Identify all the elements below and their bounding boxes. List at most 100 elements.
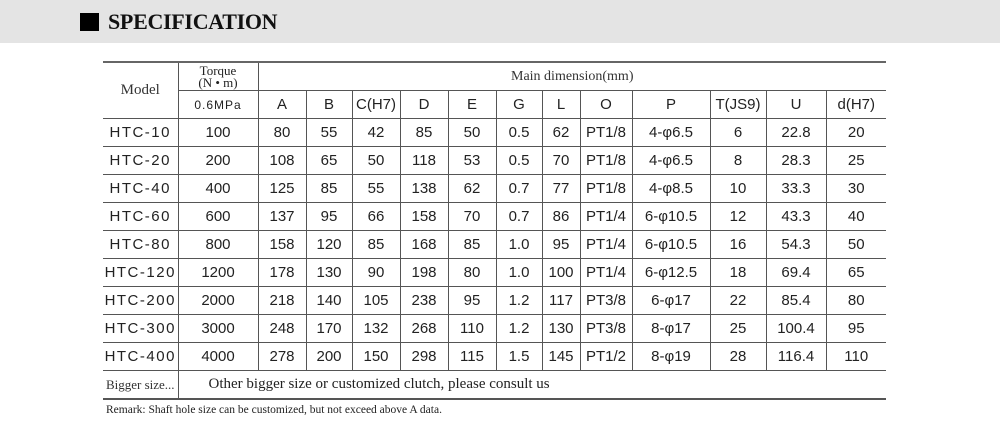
value-cell: 137 — [257, 202, 307, 231]
remark-text: Remark: Shaft hole size can be customize… — [106, 404, 442, 416]
value-cell: 4-φ6.5 — [631, 118, 711, 147]
column-header: G — [495, 90, 543, 119]
value-cell: 600 — [177, 202, 259, 231]
specification-table: Model Torque (N • m) Main dimension(mm) 0… — [103, 61, 886, 400]
model-cell: HTC-40 — [103, 174, 179, 203]
value-cell: 50 — [447, 118, 497, 147]
value-cell: 50 — [825, 230, 886, 259]
value-cell: 6-φ10.5 — [631, 202, 711, 231]
value-cell: 110 — [825, 342, 886, 371]
column-header: E — [447, 90, 497, 119]
value-cell: 70 — [541, 146, 581, 175]
column-header: L — [541, 90, 581, 119]
value-cell: 0.5 — [495, 146, 543, 175]
value-cell: PT1/8 — [579, 118, 633, 147]
value-cell: 65 — [305, 146, 353, 175]
header-band: SPECIFICATION — [0, 0, 1000, 43]
column-header: A — [257, 90, 307, 119]
value-cell: 62 — [541, 118, 581, 147]
model-cell: HTC-60 — [103, 202, 179, 231]
model-cell: HTC-10 — [103, 118, 179, 147]
value-cell: 95 — [305, 202, 353, 231]
value-cell: 10 — [709, 174, 767, 203]
value-cell: 25 — [709, 314, 767, 343]
column-header: U — [765, 90, 827, 119]
value-cell: 100 — [177, 118, 259, 147]
value-cell: 1.5 — [495, 342, 543, 371]
pressure-header: 0.6MPa — [178, 90, 259, 119]
black-square-icon — [80, 13, 99, 31]
value-cell: 1.2 — [495, 314, 543, 343]
column-header: d(H7) — [825, 90, 886, 119]
value-cell: 145 — [541, 342, 581, 371]
value-cell: 22 — [709, 286, 767, 315]
main-dimension-header: Main dimension(mm) — [257, 61, 886, 91]
value-cell: 298 — [399, 342, 449, 371]
value-cell: 110 — [447, 314, 497, 343]
column-header: O — [579, 90, 633, 119]
value-cell: 40 — [825, 202, 886, 231]
value-cell: 168 — [399, 230, 449, 259]
value-cell: 278 — [257, 342, 307, 371]
value-cell: 70 — [447, 202, 497, 231]
value-cell: 80 — [825, 286, 886, 315]
value-cell: 158 — [257, 230, 307, 259]
value-cell: 1200 — [177, 258, 259, 287]
value-cell: 6 — [709, 118, 767, 147]
value-cell: 140 — [305, 286, 353, 315]
page-title: SPECIFICATION — [108, 9, 278, 34]
value-cell: 42 — [351, 118, 401, 147]
value-cell: 55 — [351, 174, 401, 203]
value-cell: 86 — [541, 202, 581, 231]
value-cell: 6-φ10.5 — [631, 230, 711, 259]
value-cell: 1.0 — [495, 258, 543, 287]
value-cell: PT1/8 — [579, 146, 633, 175]
value-cell: 248 — [257, 314, 307, 343]
model-cell: HTC-200 — [103, 286, 179, 315]
torque-header: Torque (N • m) — [177, 61, 259, 91]
table-row: HTC-10 100 80 55 42 85 50 0.5 62 PT1/8 4-φ6.5 6 22.8… — [103, 118, 886, 147]
value-cell: 69.4 — [765, 258, 827, 287]
value-cell: 170 — [305, 314, 353, 343]
value-cell: 85 — [351, 230, 401, 259]
value-cell: 138 — [399, 174, 449, 203]
table-row: HTC-80 800 158 120 85 168 85 1.0 95 PT1/4 6-φ10.5 1… — [103, 230, 886, 259]
value-cell: 8 — [709, 146, 767, 175]
value-cell: 30 — [825, 174, 886, 203]
model-cell: HTC-300 — [103, 314, 179, 343]
value-cell: PT1/4 — [579, 258, 633, 287]
value-cell: PT3/8 — [579, 314, 633, 343]
value-cell: 85 — [399, 118, 449, 147]
bigger-size-label: Bigger size... — [103, 370, 179, 400]
model-cell: HTC-20 — [103, 146, 179, 175]
value-cell: 1.2 — [495, 286, 543, 315]
value-cell: 80 — [447, 258, 497, 287]
value-cell: PT1/4 — [579, 202, 633, 231]
value-cell: 132 — [351, 314, 401, 343]
value-cell: 0.7 — [495, 174, 543, 203]
value-cell: 16 — [709, 230, 767, 259]
value-cell: 95 — [541, 230, 581, 259]
table-row: HTC-20 200 108 65 50 118 53 0.5 70 PT1/8 4-φ6.5 8 28… — [103, 146, 886, 175]
table-row: HTC-400 4000 278 200 150 298 115 1.5 145 PT1/2 8-φ… — [103, 342, 886, 371]
value-cell: 200 — [305, 342, 353, 371]
value-cell: 95 — [447, 286, 497, 315]
table-row: HTC-300 3000 248 170 132 268 110 1.2 130 PT3/8 8-φ… — [103, 314, 886, 343]
value-cell: 77 — [541, 174, 581, 203]
value-cell: 150 — [351, 342, 401, 371]
value-cell: 116.4 — [765, 342, 827, 371]
column-header: P — [631, 90, 711, 119]
value-cell: 54.3 — [765, 230, 827, 259]
value-cell: 25 — [825, 146, 886, 175]
model-cell: HTC-80 — [103, 230, 179, 259]
model-cell: HTC-120 — [103, 258, 179, 287]
value-cell: 268 — [399, 314, 449, 343]
value-cell: 8-φ17 — [631, 314, 711, 343]
value-cell: 85.4 — [765, 286, 827, 315]
value-cell: 85 — [305, 174, 353, 203]
value-cell: 4-φ8.5 — [631, 174, 711, 203]
value-cell: 238 — [399, 286, 449, 315]
value-cell: 43.3 — [765, 202, 827, 231]
value-cell: 100 — [541, 258, 581, 287]
value-cell: 28.3 — [765, 146, 827, 175]
